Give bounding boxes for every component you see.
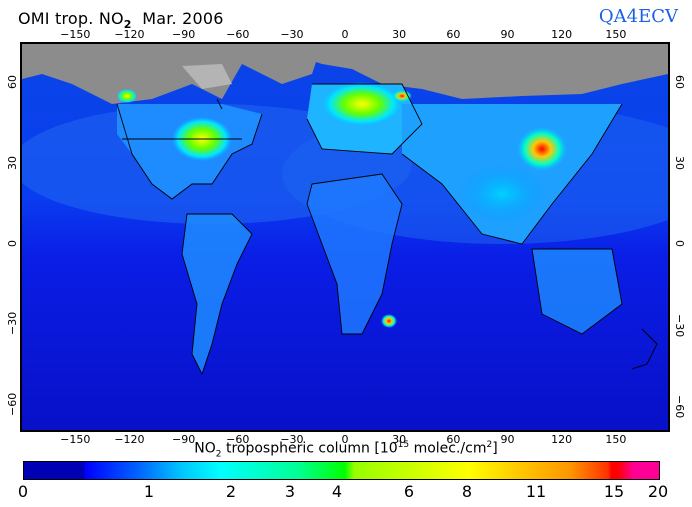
lon-tick-label: 120	[551, 28, 573, 41]
lon-tick-label: −150	[60, 28, 91, 41]
label-part: ]	[492, 440, 498, 457]
colorbar-tick-label: 1	[143, 482, 155, 501]
lon-tick-label: 0	[341, 433, 349, 446]
lon-tick-label: −90	[172, 28, 196, 41]
label-sub: 2	[215, 449, 222, 460]
lon-tick-label: −150	[60, 433, 91, 446]
label-part: molec./cm	[409, 440, 487, 457]
colorbar-tick-label: 20	[647, 482, 669, 501]
lat-tick-label: 60	[6, 75, 19, 90]
title-date: Mar. 2006	[131, 9, 224, 28]
chart-title: OMI trop. NO2 Mar. 2006	[18, 9, 224, 31]
colorbar-tick-label: 8	[461, 482, 473, 501]
colorbar-label: NO2 tropospheric column [1015 molec./cm2…	[0, 440, 692, 459]
lon-tick-label: 120	[551, 433, 573, 446]
lon-tick-label: 150	[605, 28, 627, 41]
lat-tick-label: 0	[673, 240, 686, 248]
lon-tick-label: 60	[446, 433, 461, 446]
label-sup: 15	[397, 440, 410, 450]
lat-tick-label: −60	[6, 392, 19, 416]
label-part: NO	[194, 440, 216, 457]
lon-tick-label: −120	[114, 28, 145, 41]
lon-tick-label: 90	[500, 433, 515, 446]
lon-tick-label: 60	[446, 28, 461, 41]
lat-tick-label: 0	[6, 240, 19, 248]
label-sup: 2	[486, 440, 493, 450]
lon-tick-label: −30	[280, 28, 304, 41]
no2-map	[20, 42, 670, 432]
colorbar-tick-label: 3	[284, 482, 296, 501]
map-canvas	[22, 44, 668, 430]
colorbar-tick-label: 0	[17, 482, 29, 501]
colorbar-tick-label: 2	[225, 482, 237, 501]
lon-tick-label: −60	[226, 433, 250, 446]
lat-tick-label: −30	[673, 313, 686, 338]
lon-tick-label: 90	[500, 28, 515, 41]
lat-tick-label: 30	[6, 156, 19, 171]
lat-tick-label: 60	[673, 75, 686, 90]
label-part: tropospheric column [10	[221, 440, 398, 457]
lon-tick-label: −60	[226, 28, 250, 41]
lat-tick-label: 30	[673, 156, 686, 171]
brand-label: QA4ECV	[598, 6, 678, 27]
lon-tick-label: −120	[114, 433, 145, 446]
lon-tick-label: 0	[341, 28, 349, 41]
lat-tick-label: −30	[6, 311, 19, 335]
lon-tick-label: −90	[172, 433, 196, 446]
colorbar-tick-label: 4	[331, 482, 343, 501]
colorbar-tick-label: 15	[603, 482, 625, 501]
title-subscript: 2	[123, 18, 132, 32]
colorbar-tick-label: 11	[525, 482, 547, 501]
lon-tick-label: −30	[280, 433, 304, 446]
colorbar-tick-label: 6	[403, 482, 415, 501]
colorbar	[23, 461, 660, 480]
lon-tick-label: 30	[392, 28, 407, 41]
title-text: OMI trop. NO	[18, 9, 124, 28]
lon-tick-label: 30	[392, 433, 407, 446]
lon-tick-label: 150	[605, 433, 627, 446]
lat-tick-label: −60	[673, 394, 686, 418]
